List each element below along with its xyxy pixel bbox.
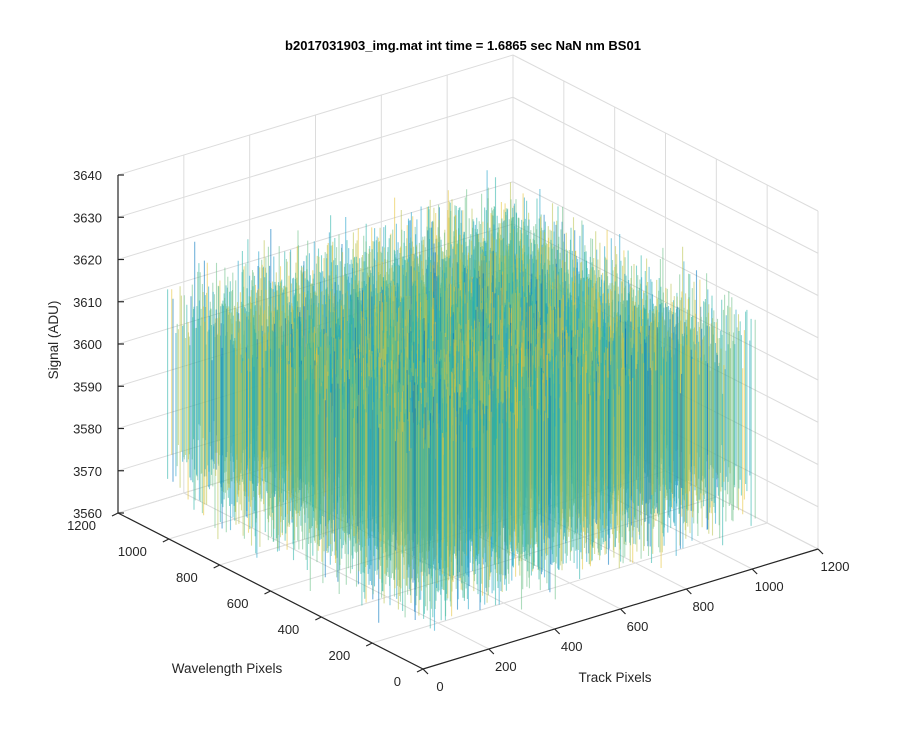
y-tick-label: 1000 — [118, 544, 147, 559]
z-tick-label: 3620 — [73, 253, 102, 268]
surface-layer — [167, 170, 756, 631]
z-tick-label: 3590 — [73, 379, 102, 394]
y-tick-label: 200 — [328, 648, 350, 663]
x-tick-label: 200 — [495, 659, 517, 674]
z-tick-label: 3580 — [73, 422, 102, 437]
z-tick-label: 3600 — [73, 337, 102, 352]
y-tick-label: 0 — [394, 674, 401, 689]
x-tick-label: 400 — [561, 639, 583, 654]
z-axis-label: Signal (ADU) — [46, 301, 61, 380]
x-tick-mark — [685, 588, 692, 595]
chart-title: b2017031903_img.mat int time = 1.6865 se… — [285, 38, 641, 53]
x-tick-mark — [554, 628, 561, 635]
floor-gridline-y — [372, 522, 768, 644]
y-tick-mark — [111, 512, 119, 517]
x-tick-label: 1200 — [821, 559, 850, 574]
y-tick-mark — [315, 616, 322, 621]
y-tick-label: 600 — [227, 596, 249, 611]
x-tick-label: 800 — [692, 599, 714, 614]
back-wall-gridline-z — [117, 96, 514, 218]
z-tick-label: 3610 — [73, 295, 102, 310]
x-tick-mark — [488, 648, 495, 655]
x-tick-mark — [817, 548, 824, 555]
y-tick-label: 400 — [278, 622, 300, 637]
y-tick-mark — [365, 642, 373, 647]
z-tick-label: 3630 — [73, 210, 102, 225]
x-tick-label: 1000 — [755, 579, 784, 594]
x-axis-label: Track Pixels — [578, 670, 651, 685]
back-wall-gridline-z — [117, 54, 514, 176]
x-tick-label: 0 — [436, 679, 443, 694]
y-tick-mark — [416, 668, 424, 673]
y-tick-mark — [264, 590, 271, 595]
back-wall-gridline-z — [117, 181, 514, 303]
y-tick-mark — [162, 538, 170, 543]
side-wall-gridline-z — [512, 181, 819, 339]
x-tick-mark — [422, 668, 429, 675]
side-wall-gridline-z — [512, 139, 819, 296]
y-tick-label: 1200 — [67, 518, 96, 533]
y-tick-label: 800 — [176, 570, 198, 585]
x-tick-mark — [620, 608, 626, 615]
z-tick-label: 3640 — [73, 168, 102, 183]
x-tick-mark — [751, 568, 758, 575]
back-wall-gridline-z — [117, 139, 514, 260]
y-tick-mark — [213, 564, 220, 569]
z-tick-label: 3560 — [73, 506, 102, 521]
axes-layer — [111, 174, 824, 675]
tick-labels: 0 200 400 600 800 1000 1200 0 200 400 600 800 1000 12… — [67, 168, 849, 694]
side-wall-gridline-z — [512, 54, 819, 212]
y-axis-label: Wavelength Pixels — [172, 661, 283, 676]
z-tick-label: 3570 — [73, 464, 102, 479]
x-tick-label: 600 — [627, 619, 649, 634]
side-wall-gridline-z — [512, 96, 819, 254]
